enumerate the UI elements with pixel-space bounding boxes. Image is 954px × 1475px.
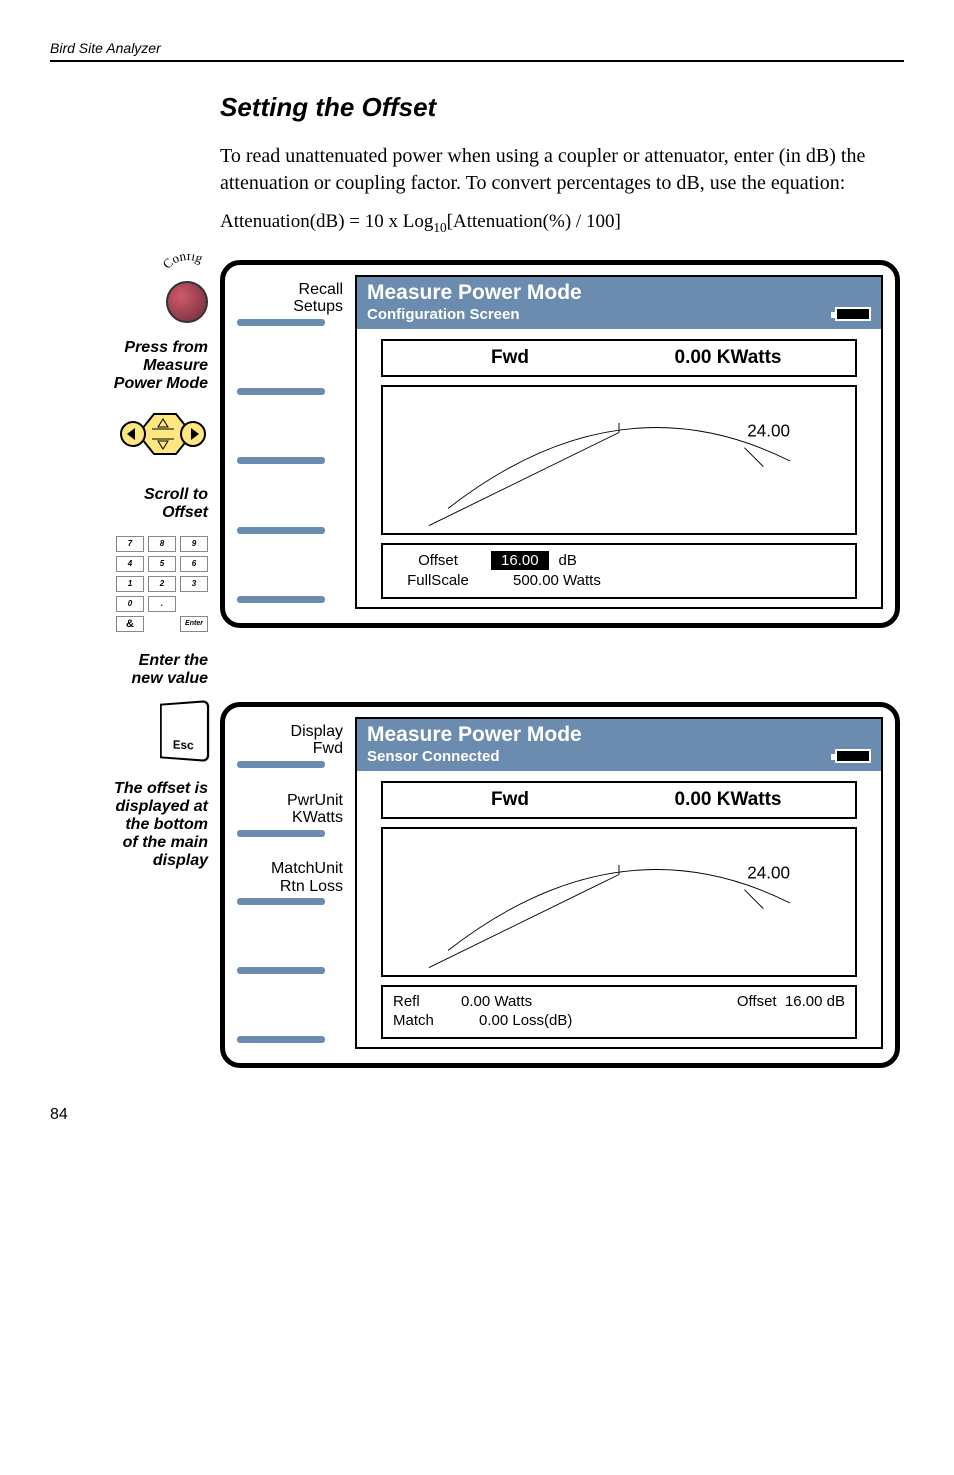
result-caption: The offset is displayed at the bottom of… xyxy=(114,780,208,870)
softkey[interactable]: PwrUnit KWatts xyxy=(237,792,345,830)
equation-sub: 10 xyxy=(433,220,446,235)
softkey[interactable] xyxy=(237,558,345,596)
svg-text:24.00: 24.00 xyxy=(747,421,790,440)
config-button[interactable] xyxy=(166,281,208,323)
equation: Attenuation(dB) = 10 x Log10[Attenuation… xyxy=(220,211,904,236)
config-label-arc: Config xyxy=(158,254,218,280)
keypad[interactable]: 789 456 123 0. &Enter xyxy=(108,536,208,632)
screen-header: Measure Power Mode Sensor Connected xyxy=(357,719,881,771)
section-title: Setting the Offset xyxy=(220,92,904,123)
softkey-column: Display Fwd PwrUnit KWatts MatchUnit Rtn… xyxy=(237,717,345,1049)
esc-key[interactable]: Esc xyxy=(160,700,209,762)
status-panel: Offset 16.00dB FullScale 500.00 Watts xyxy=(381,543,857,599)
body-paragraph: To read unattenuated power when using a … xyxy=(220,143,904,197)
scroll-widget[interactable] xyxy=(118,407,208,461)
battery-icon xyxy=(835,307,871,321)
status-panel: Refl 0.00 Watts Offset 16.00 dB Match 0.… xyxy=(381,985,857,1039)
fwd-readout: Fwd 0.00 KWatts xyxy=(381,781,857,819)
softkey-column: Recall Setups xyxy=(237,275,345,609)
softkey[interactable] xyxy=(237,350,345,388)
device-screen-1: Recall Setups Measure Power Mode Configu… xyxy=(220,260,900,628)
enter-caption: Enter the new value xyxy=(132,652,208,688)
softkey[interactable]: MatchUnit Rtn Loss xyxy=(237,860,345,898)
scroll-caption: Scroll to Offset xyxy=(144,486,208,522)
meter: 24.00 xyxy=(381,827,857,977)
press-caption: Press from Measure Power Mode xyxy=(114,339,208,393)
softkey[interactable] xyxy=(237,929,345,967)
svg-text:24.00: 24.00 xyxy=(747,863,790,882)
battery-icon xyxy=(835,749,871,763)
config-label-text: Config xyxy=(159,254,205,272)
meter: 24.00 xyxy=(381,385,857,535)
softkey[interactable]: Recall Setups xyxy=(237,281,345,319)
screen-header: Measure Power Mode Configuration Screen xyxy=(357,277,881,329)
softkey[interactable]: Display Fwd xyxy=(237,723,345,761)
offset-value: 16.00 xyxy=(491,551,549,570)
fwd-readout: Fwd 0.00 KWatts xyxy=(381,339,857,377)
device-screen-2: Display Fwd PwrUnit KWatts MatchUnit Rtn… xyxy=(220,702,900,1068)
softkey[interactable] xyxy=(237,419,345,457)
page-header: Bird Site Analyzer xyxy=(50,40,904,62)
svg-text:Config: Config xyxy=(159,254,205,272)
equation-pre: Attenuation(dB) = 10 x Log xyxy=(220,211,433,232)
equation-post: [Attenuation(%) / 100] xyxy=(447,211,621,232)
softkey[interactable] xyxy=(237,998,345,1036)
softkey[interactable] xyxy=(237,489,345,527)
page-number: 84 xyxy=(50,1106,904,1124)
